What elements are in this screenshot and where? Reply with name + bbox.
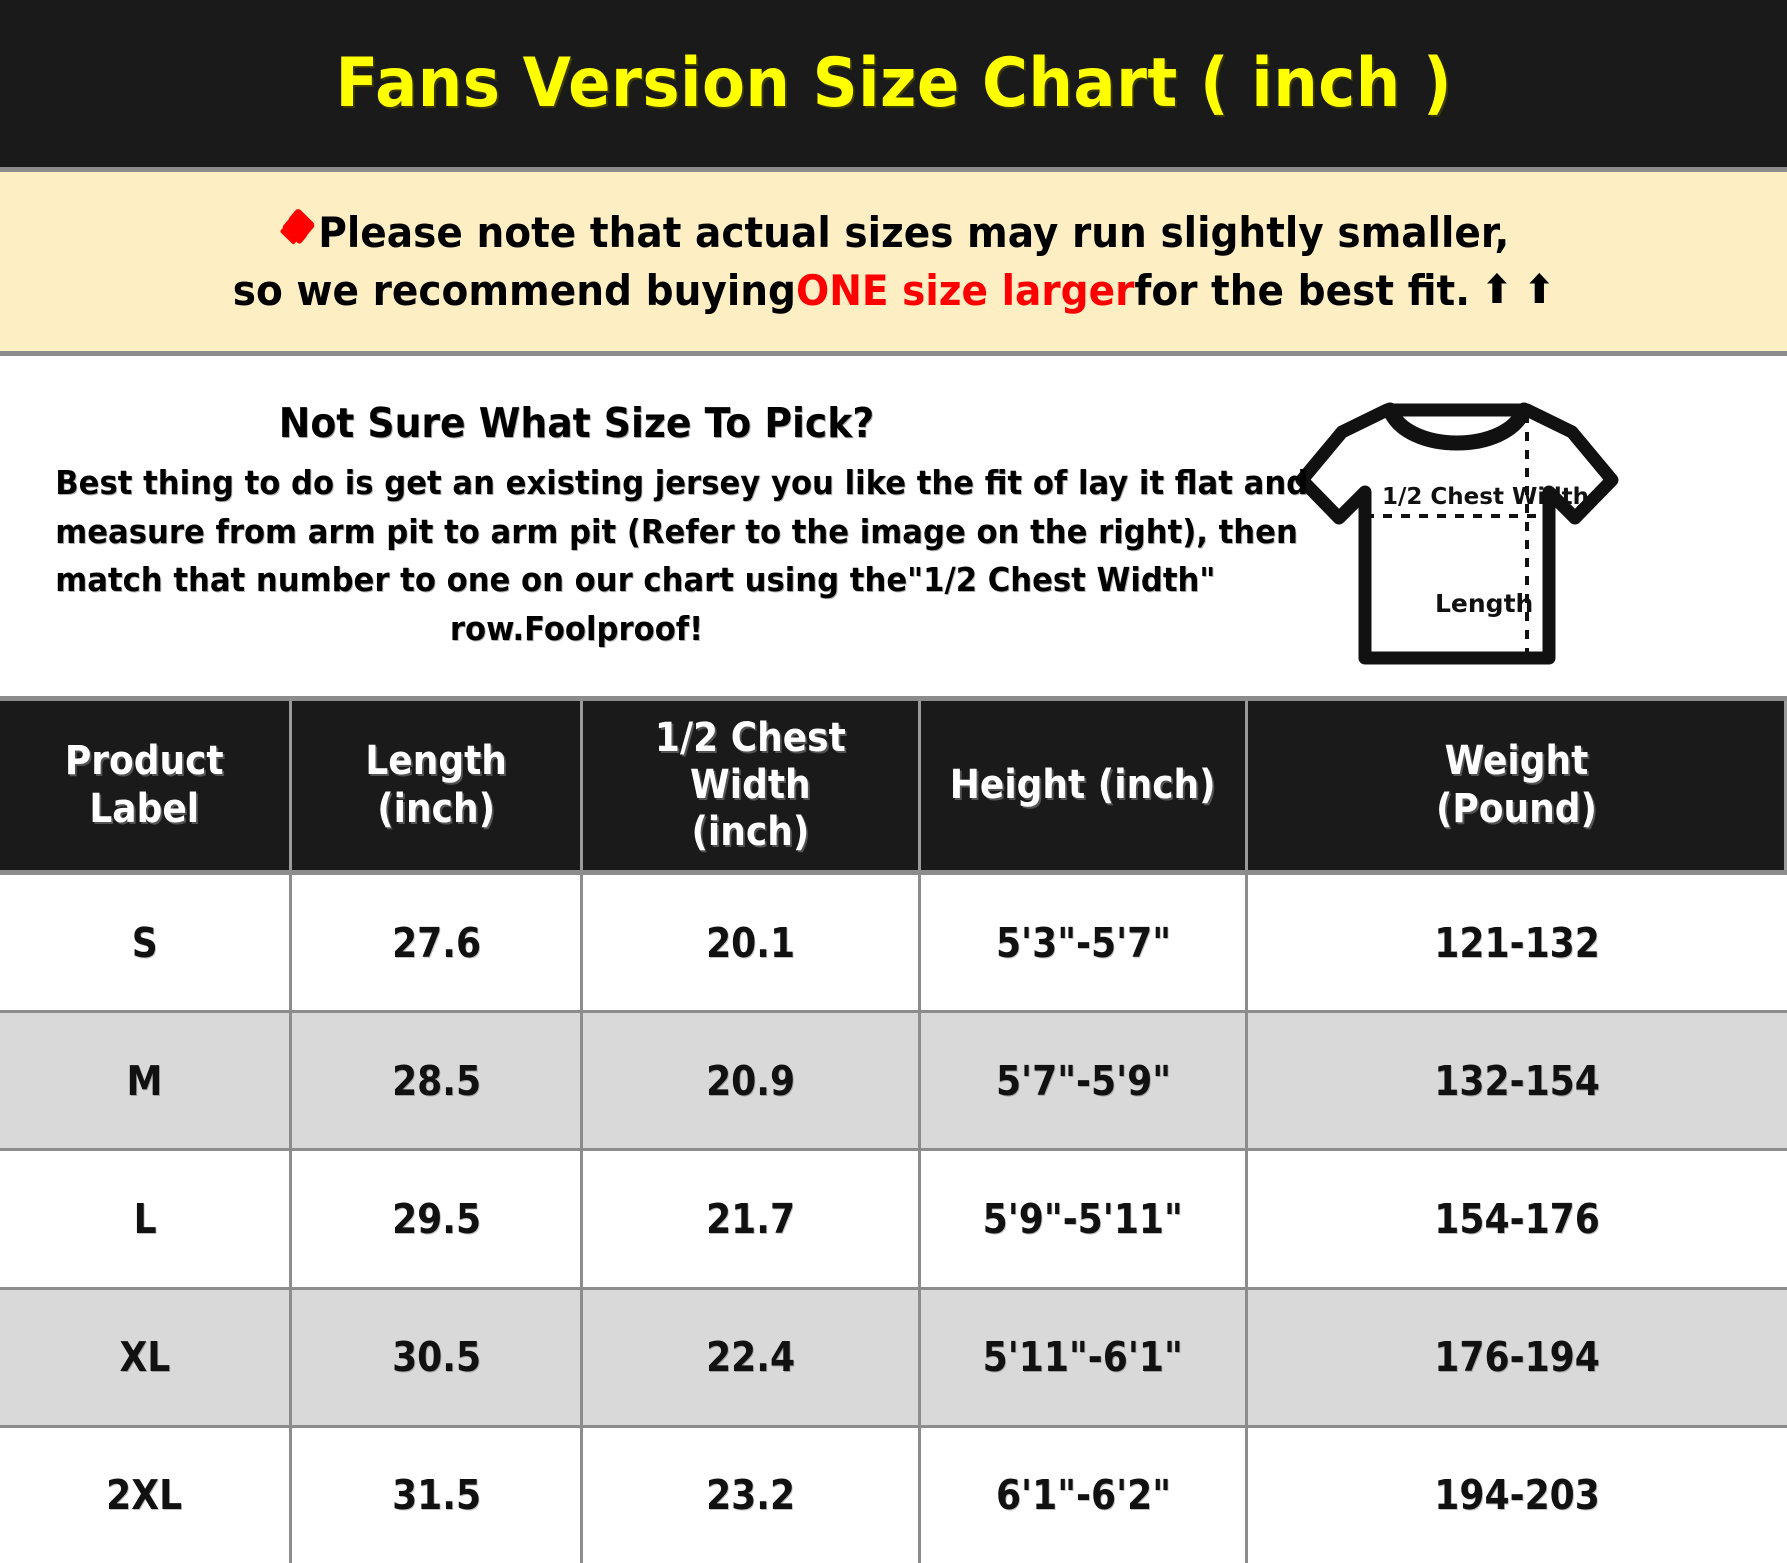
cell-length: 30.5 xyxy=(292,1289,584,1425)
note-line-1-text: Please note that actual sizes may run sl… xyxy=(318,208,1510,258)
header-line: (inch) xyxy=(691,809,810,856)
table-row: 2XL 31.5 23.2 6'1"-6'2" 194-203 xyxy=(0,1427,1787,1563)
cell-size: L xyxy=(0,1151,293,1287)
title-banner: Fans Version Size Chart ( inch ) xyxy=(0,0,1787,172)
cell-length: 31.5 xyxy=(292,1427,584,1563)
cell-size: M xyxy=(0,1013,293,1149)
cell-chest-width: 22.4 xyxy=(583,1289,922,1425)
cell-height: 5'9"-5'11" xyxy=(921,1151,1249,1287)
table-header-chest-width: 1/2 Chest Width (inch) xyxy=(583,701,922,870)
table-header-length: Length (inch) xyxy=(292,701,584,870)
sizing-help-section: Not Sure What Size To Pick? Best thing t… xyxy=(0,356,1787,701)
table-row: M 28.5 20.9 5'7"-5'9" 132-154 xyxy=(0,1013,1787,1152)
note-line-2-suffix: for the best fit. xyxy=(1134,265,1470,315)
tshirt-diagram-container: 1/2 Chest Width Length xyxy=(1137,376,1777,676)
note-banner: Please note that actual sizes may run sl… xyxy=(0,172,1787,356)
header-line: 1/2 Chest Width xyxy=(655,714,847,808)
size-table: Product Label Length (inch) 1/2 Chest Wi… xyxy=(0,701,1787,1563)
cell-weight: 132-154 xyxy=(1434,1056,1601,1105)
cell-chest-width: 20.1 xyxy=(583,875,922,1011)
header-line: Weight xyxy=(1444,738,1588,785)
note-emphasis: ONE size larger xyxy=(795,265,1135,315)
arrow-up-icon-2: ⬆ xyxy=(1523,267,1555,314)
cell-weight: 194-203 xyxy=(1434,1471,1601,1520)
page-title: Fans Version Size Chart ( inch ) xyxy=(335,44,1452,123)
note-line-1: Please note that actual sizes may run sl… xyxy=(278,207,1510,258)
table-header-weight: Weight (Pound) xyxy=(1248,701,1787,870)
tshirt-body-outline xyxy=(1295,403,1619,665)
cell-length: 28.5 xyxy=(292,1013,584,1149)
table-header-product-label: Product Label xyxy=(0,701,293,870)
header-line: Length (inch) xyxy=(365,738,508,832)
arrow-up-icon-1: ⬆ xyxy=(1480,267,1513,314)
chest-width-label: 1/2 Chest Width xyxy=(1382,484,1589,510)
table-header-height: Height (inch) xyxy=(921,701,1249,870)
sizing-help-body: Best thing to do is get an existing jers… xyxy=(55,459,1309,653)
cell-height: 6'1"-6'2" xyxy=(921,1427,1249,1563)
cell-chest-width: 20.9 xyxy=(583,1013,922,1149)
cell-height: 5'3"-5'7" xyxy=(921,875,1249,1011)
cell-weight: 176-194 xyxy=(1434,1333,1601,1382)
cell-chest-width: 23.2 xyxy=(583,1427,922,1563)
length-label: Length xyxy=(1435,589,1533,618)
cell-size: S xyxy=(0,875,293,1011)
sizing-help-text: Not Sure What Size To Pick? Best thing t… xyxy=(10,399,1309,653)
header-line: Label xyxy=(89,785,200,832)
table-row: XL 30.5 22.4 5'11"-6'1" 176-194 xyxy=(0,1289,1787,1428)
cell-chest-width: 21.7 xyxy=(583,1151,922,1287)
note-line-2: so we recommend buying ONE size larger f… xyxy=(232,265,1555,315)
cell-size: XL xyxy=(0,1289,293,1425)
cell-height: 5'7"-5'9" xyxy=(921,1013,1249,1149)
cell-weight: 121-132 xyxy=(1434,918,1601,967)
table-row: S 27.6 20.1 5'3"-5'7" 121-132 xyxy=(0,875,1787,1014)
cell-size: 2XL xyxy=(0,1427,293,1563)
cell-length: 29.5 xyxy=(292,1151,584,1287)
pushpin-icon xyxy=(278,207,317,254)
header-line: (Pound) xyxy=(1435,785,1597,832)
table-row: L 29.5 21.7 5'9"-5'11" 154-176 xyxy=(0,1151,1787,1290)
sizing-help-heading: Not Sure What Size To Pick? xyxy=(278,399,875,447)
table-header-row: Product Label Length (inch) 1/2 Chest Wi… xyxy=(0,701,1787,875)
sizing-help-body-line: match that number to one on our chart us… xyxy=(55,560,1216,599)
header-line: Height (inch) xyxy=(950,761,1217,808)
sizing-help-body-line: Best thing to do is get an existing jers… xyxy=(55,463,1309,502)
cell-weight: 154-176 xyxy=(1434,1195,1601,1243)
tshirt-collar xyxy=(1382,402,1532,451)
cell-length: 27.6 xyxy=(292,875,584,1011)
tshirt-measurement-diagram: 1/2 Chest Width Length xyxy=(1295,402,1619,665)
header-line: Product xyxy=(65,738,224,785)
cell-height: 5'11"-6'1" xyxy=(921,1289,1249,1425)
sizing-help-body-line: row.Foolproof! xyxy=(449,608,704,648)
sizing-help-body-line: measure from arm pit to arm pit (Refer t… xyxy=(55,511,1298,551)
note-line-2-prefix: so we recommend buying xyxy=(232,265,796,315)
